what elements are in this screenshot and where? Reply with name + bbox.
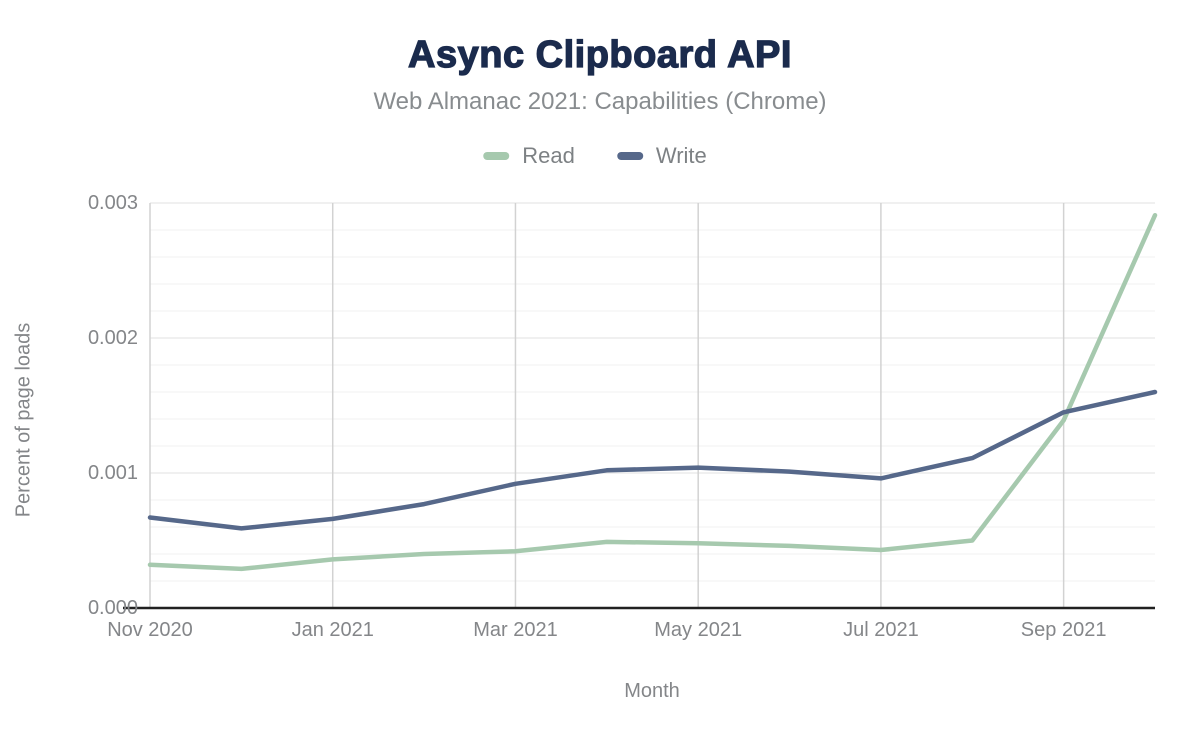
legend-item-write: Write	[616, 143, 707, 169]
y-tick-label: 0.001	[87, 462, 138, 484]
series-line-write	[147, 389, 1158, 531]
chart-subtitle: Web Almanac 2021: Capabilities (Chrome)	[373, 88, 827, 115]
x-tick-label: Mar 2021	[473, 619, 558, 641]
legend: Read Write	[483, 143, 707, 169]
y-tick-label: 0.003	[87, 192, 138, 214]
legend-item-read: Read	[483, 143, 575, 169]
y-tick-label: 0.002	[87, 327, 138, 349]
x-tick-label: Sep 2021	[1020, 619, 1107, 641]
x-axis-title: Month	[624, 680, 680, 702]
x-tick-label: Jan 2021	[291, 619, 374, 641]
read-series-swatch-icon	[483, 152, 510, 160]
x-tick-label: May 2021	[654, 619, 743, 641]
x-tick-label: Jul 2021	[843, 619, 919, 641]
series-line-read	[147, 212, 1158, 572]
y-tick-label: 0.000	[87, 597, 138, 619]
chart-title: Async Clipboard API	[407, 33, 792, 76]
legend-label-read: Read	[522, 143, 575, 168]
x-tick-label: Nov 2020	[107, 619, 193, 641]
legend-label-write: Write	[655, 143, 707, 168]
write-series-swatch-icon	[616, 152, 643, 160]
